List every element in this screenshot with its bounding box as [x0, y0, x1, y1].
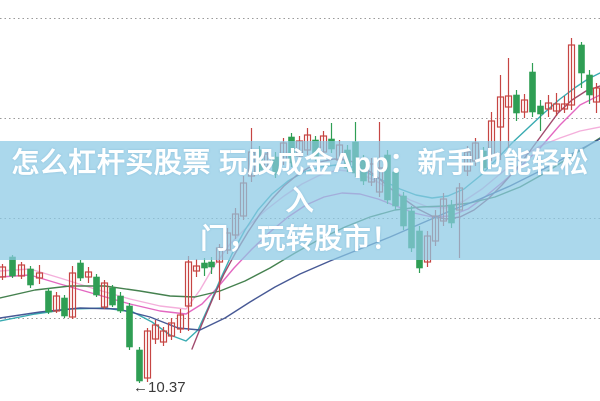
- candle-down: [93, 276, 100, 296]
- candle-up: [100, 282, 109, 308]
- headline-line1: 怎么杠杆买股票 玩股成金App：新手也能轻松入: [11, 146, 589, 216]
- candle-up: [52, 295, 61, 312]
- candle-up: [192, 265, 201, 272]
- candle-up: [544, 102, 553, 110]
- candle-down: [578, 44, 585, 74]
- candle-up: [560, 103, 569, 110]
- candle-up: [176, 314, 185, 330]
- candle-down: [208, 261, 215, 268]
- candle-down: [586, 74, 593, 96]
- candle-down: [45, 290, 52, 313]
- headline-overlay: 怎么杠杆买股票 玩股成金App：新手也能轻松入 门，玩转股市！: [0, 141, 600, 260]
- candle-down: [61, 297, 68, 317]
- candle-down: [537, 105, 544, 115]
- candle-up: [68, 272, 77, 318]
- candle-up: [35, 272, 44, 279]
- candle-up: [151, 324, 160, 340]
- candle-up: [17, 264, 26, 277]
- candle-up: [143, 330, 152, 379]
- candle-down: [126, 305, 133, 348]
- candle-down: [27, 268, 34, 286]
- candle-up: [567, 44, 576, 106]
- candle-up: [0, 266, 7, 278]
- candle-down: [117, 295, 124, 312]
- candle-up: [520, 99, 529, 113]
- candle-down: [529, 71, 536, 113]
- candle-down: [513, 94, 520, 114]
- candle-down: [77, 262, 84, 279]
- candle-up: [552, 103, 561, 112]
- candle-up: [84, 271, 93, 278]
- candle-down: [201, 262, 208, 269]
- candle-up: [184, 261, 193, 307]
- candle-down: [136, 349, 143, 382]
- candle-up: [504, 95, 513, 108]
- candle-down: [109, 287, 116, 306]
- candle-up: [496, 96, 505, 128]
- headline-line2: 门，玩转股市！: [200, 222, 400, 254]
- candle-up: [167, 322, 176, 337]
- low-price-label: ←10.37: [133, 379, 186, 396]
- candle-up: [159, 330, 168, 343]
